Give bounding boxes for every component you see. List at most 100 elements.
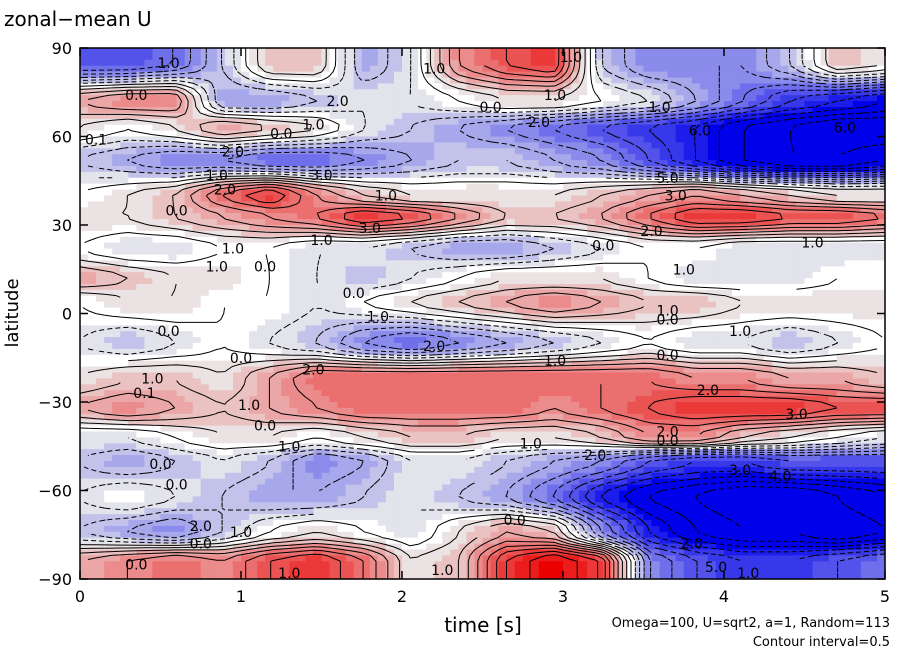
field-cell	[514, 225, 524, 232]
field-cell	[554, 295, 564, 303]
field-cell	[675, 48, 685, 55]
field-cell	[450, 101, 459, 108]
field-cell	[756, 160, 765, 167]
field-cell	[852, 83, 862, 90]
field-cell	[611, 248, 620, 256]
field-cell	[466, 65, 476, 73]
field-cell	[208, 260, 218, 267]
field-cell	[804, 278, 814, 285]
field-cell	[836, 331, 846, 338]
field-cell	[458, 148, 467, 155]
field-cell	[643, 71, 653, 79]
field-cell	[732, 101, 741, 108]
field-cell	[289, 242, 298, 250]
field-cell	[530, 325, 540, 332]
field-cell	[345, 130, 355, 138]
field-cell	[474, 166, 484, 173]
field-cell	[458, 260, 467, 267]
field-cell	[595, 207, 604, 214]
field-cell	[474, 207, 484, 214]
field-cell	[152, 118, 162, 126]
field-cell	[707, 295, 717, 303]
field-cell	[305, 313, 315, 320]
field-cell	[514, 242, 524, 250]
field-cell	[506, 177, 516, 185]
field-cell	[860, 183, 870, 191]
field-cell	[208, 189, 218, 197]
field-cell	[402, 89, 411, 96]
field-cell	[756, 325, 765, 332]
field-cell	[88, 337, 97, 344]
field-cell	[868, 189, 878, 197]
field-cell	[828, 65, 838, 73]
field-cell	[724, 319, 733, 326]
field-cell	[619, 142, 628, 149]
field-cell	[796, 331, 806, 338]
field-cell	[796, 260, 806, 267]
field-cell	[289, 148, 298, 155]
field-cell	[667, 325, 677, 332]
field-cell	[200, 59, 210, 67]
field-cell	[80, 71, 89, 79]
field-cell	[546, 107, 556, 114]
field-cell	[192, 213, 202, 220]
field-cell	[104, 89, 113, 96]
field-cell	[587, 160, 596, 167]
field-cell	[200, 107, 210, 114]
field-cell	[820, 295, 830, 303]
field-cell	[450, 284, 459, 291]
field-cell	[88, 189, 97, 197]
field-cell	[522, 272, 532, 279]
field-cell	[498, 142, 508, 149]
field-cell	[216, 201, 226, 208]
field-cell	[369, 213, 379, 220]
field-cell	[474, 59, 484, 67]
field-cell	[474, 213, 484, 220]
field-cell	[715, 266, 725, 273]
field-cell	[868, 112, 878, 120]
field-cell	[192, 183, 202, 191]
field-cell	[192, 48, 202, 55]
field-cell	[208, 266, 218, 273]
field-cell	[732, 71, 741, 79]
field-cell	[482, 136, 492, 143]
field-cell	[571, 337, 580, 344]
field-cell	[273, 260, 282, 267]
field-cell	[402, 95, 411, 102]
field-cell	[474, 148, 484, 155]
field-cell	[152, 130, 162, 138]
field-cell	[184, 260, 194, 267]
field-cell	[836, 289, 846, 297]
field-cell	[305, 118, 315, 126]
field-cell	[377, 166, 387, 173]
field-cell	[764, 101, 773, 108]
field-cell	[136, 201, 145, 208]
field-cell	[740, 101, 749, 108]
field-cell	[844, 166, 854, 173]
field-cell	[249, 225, 258, 232]
field-cell	[691, 136, 701, 143]
field-cell	[852, 177, 862, 185]
field-cell	[345, 118, 355, 126]
field-cell	[305, 248, 315, 256]
field-cell	[764, 284, 773, 291]
field-cell	[772, 260, 781, 267]
field-cell	[852, 219, 862, 226]
field-cell	[281, 248, 290, 256]
field-cell	[281, 95, 290, 102]
field-cell	[522, 225, 532, 232]
field-cell	[546, 195, 556, 202]
field-cell	[297, 295, 306, 303]
field-cell	[732, 195, 741, 202]
field-cell	[176, 83, 186, 90]
field-cell	[490, 171, 500, 179]
field-cell	[643, 124, 653, 132]
field-cell	[313, 295, 323, 303]
field-cell	[265, 53, 274, 61]
field-cell	[120, 284, 129, 291]
field-cell	[651, 319, 661, 326]
field-cell	[273, 295, 282, 303]
field-cell	[724, 71, 733, 79]
field-cell	[732, 83, 741, 90]
field-cell	[635, 331, 645, 338]
